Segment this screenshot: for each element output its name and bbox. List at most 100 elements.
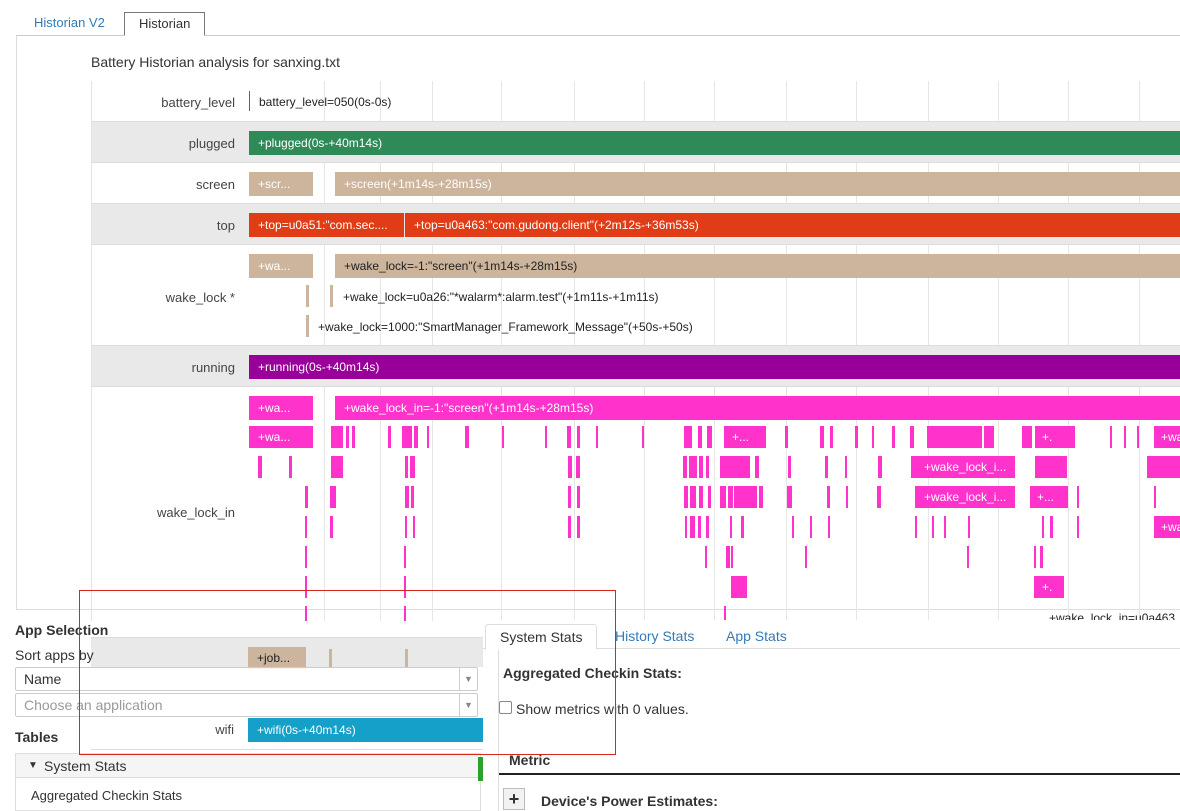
wake-lock-in-event[interactable]: [872, 426, 874, 448]
wake-lock-in-event[interactable]: [1077, 516, 1079, 538]
wake-lock-in-event[interactable]: [405, 486, 409, 508]
wake-lock-in-seg-f[interactable]: +...: [1030, 486, 1068, 508]
wake-lock-line2[interactable]: +wake_lock=u0a26:"*walarm*:alarm.test"(+…: [343, 290, 659, 304]
wake-lock-in-event[interactable]: [1042, 516, 1044, 538]
wake-lock-in-event[interactable]: [568, 456, 572, 478]
wake-lock-in-event[interactable]: [1035, 456, 1067, 478]
wake-lock-in-event[interactable]: [576, 456, 580, 478]
wake-lock-in-event[interactable]: [805, 546, 807, 568]
wake-lock-in-event[interactable]: [1124, 426, 1126, 448]
wake-lock-in-event[interactable]: [305, 606, 307, 621]
wake-lock-in-bar-short2[interactable]: +wa...: [249, 426, 313, 448]
wake-lock-in-bar[interactable]: +wake_lock_in=-1:"screen"(+1m14s-+28m15s…: [335, 396, 1180, 420]
wake-lock-in-event[interactable]: [545, 426, 547, 448]
wake-lock-in-event[interactable]: [720, 486, 726, 508]
wake-lock-in-event[interactable]: [755, 456, 759, 478]
wake-lock-in-event[interactable]: [568, 486, 571, 508]
wake-lock-in-event[interactable]: [788, 456, 791, 478]
wake-lock-in-event[interactable]: [855, 426, 858, 448]
wake-lock-in-bar-short[interactable]: +wa...: [249, 396, 313, 420]
choose-application-select[interactable]: Choose an application ▼: [15, 693, 478, 717]
wake-lock-in-event[interactable]: [690, 516, 695, 538]
wake-lock-in-event[interactable]: [258, 456, 262, 478]
wake-lock-in-event[interactable]: [305, 576, 307, 598]
tab-app-stats[interactable]: App Stats: [726, 628, 787, 644]
wake-lock-in-event[interactable]: [689, 456, 697, 478]
wake-lock-in-event[interactable]: [932, 516, 934, 538]
wake-lock-in-event[interactable]: [305, 546, 307, 568]
top-bar-short[interactable]: +top=u0a51:"com.sec....: [249, 213, 404, 237]
wake-lock-in-event[interactable]: [331, 426, 343, 448]
wake-lock-in-event[interactable]: [785, 426, 788, 448]
wake-lock-in-event[interactable]: [568, 516, 571, 538]
wake-lock-in-event[interactable]: [388, 426, 391, 448]
wake-lock-in-event[interactable]: [759, 486, 763, 508]
wake-lock-in-event[interactable]: [927, 426, 982, 448]
wake-lock-in-event[interactable]: [1022, 426, 1032, 448]
wake-lock-in-event[interactable]: [1137, 426, 1139, 448]
running-bar[interactable]: +running(0s-+40m14s): [249, 355, 1180, 379]
wake-lock-in-event[interactable]: [465, 426, 469, 448]
wake-lock-in-event[interactable]: [877, 486, 881, 508]
show-zero-metrics-checkbox[interactable]: [499, 701, 512, 714]
wake-lock-in-event[interactable]: [413, 516, 415, 538]
wake-lock-in-event[interactable]: [1050, 516, 1053, 538]
wake-lock-in-seg-i[interactable]: +wake_lock_in=u0a463: [1049, 611, 1176, 621]
screen-bar[interactable]: +screen(+1m14s-+28m15s): [335, 172, 1180, 196]
wake-lock-in-event[interactable]: [967, 546, 969, 568]
wake-lock-in-event[interactable]: [810, 516, 812, 538]
wake-lock-in-event[interactable]: [731, 546, 733, 568]
wake-lock-in-event[interactable]: [567, 426, 571, 448]
wake-lock-in-event[interactable]: [1040, 546, 1043, 568]
wake-lock-in-event[interactable]: [596, 426, 598, 448]
wake-lock-in-event[interactable]: [699, 486, 703, 508]
wake-lock-in-event[interactable]: [577, 516, 580, 538]
wake-lock-in-event[interactable]: [726, 546, 730, 568]
wake-lock-bar[interactable]: +wake_lock=-1:"screen"(+1m14s-+28m15s): [335, 254, 1180, 278]
wake-lock-in-event[interactable]: [404, 606, 406, 621]
sort-apps-select[interactable]: Name ▼: [15, 667, 478, 691]
wake-lock-in-event[interactable]: [915, 516, 917, 538]
wake-lock-in-event[interactable]: [642, 426, 644, 448]
wake-lock-in-event[interactable]: [289, 456, 292, 478]
wake-lock-in-event[interactable]: [720, 456, 750, 478]
wake-lock-in-event[interactable]: [1034, 546, 1036, 568]
wake-lock-in-event[interactable]: [1077, 486, 1079, 508]
wake-lock-in-seg-c[interactable]: +wa: [1154, 426, 1180, 448]
wake-lock-in-event[interactable]: [502, 426, 504, 448]
tables-section-system-stats[interactable]: ▼ System Stats: [16, 754, 480, 778]
wake-lock-in-event[interactable]: [1147, 456, 1180, 478]
wake-lock-in-event[interactable]: [683, 456, 687, 478]
wake-lock-in-event[interactable]: [305, 486, 308, 508]
wake-lock-in-event[interactable]: [944, 516, 946, 538]
job-bar-short[interactable]: +job...: [248, 647, 306, 669]
wake-lock-in-event[interactable]: [892, 426, 895, 448]
wake-lock-in-event[interactable]: [330, 486, 336, 508]
wake-lock-in-event[interactable]: [825, 456, 828, 478]
wake-lock-in-event[interactable]: [984, 426, 994, 448]
wake-lock-in-event[interactable]: [734, 486, 757, 508]
plugged-bar[interactable]: +plugged(0s-+40m14s): [249, 131, 1180, 155]
wake-lock-in-seg-g[interactable]: +wa: [1154, 516, 1180, 538]
wake-lock-in-seg-d[interactable]: +wake_lock_i...: [915, 456, 1015, 478]
wake-lock-in-seg-b[interactable]: +.: [1035, 426, 1075, 448]
wake-lock-in-event[interactable]: [405, 516, 407, 538]
wake-lock-in-event[interactable]: [707, 426, 712, 448]
wake-lock-in-event[interactable]: [404, 576, 406, 598]
tab-history-stats[interactable]: History Stats: [615, 628, 695, 644]
tab-historian[interactable]: Historian: [124, 12, 206, 36]
wake-lock-in-event[interactable]: [708, 486, 711, 508]
wake-lock-in-event[interactable]: [911, 456, 915, 478]
wake-lock-in-event[interactable]: [684, 426, 692, 448]
wake-lock-in-event[interactable]: [846, 486, 848, 508]
wake-lock-in-seg-e[interactable]: +wake_lock_i...: [915, 486, 1015, 508]
wake-lock-in-event[interactable]: [577, 486, 580, 508]
wake-lock-in-event[interactable]: [690, 486, 696, 508]
wake-lock-in-event[interactable]: [878, 456, 882, 478]
wake-lock-in-event[interactable]: [830, 426, 833, 448]
wake-lock-in-event[interactable]: [730, 516, 732, 538]
wake-lock-in-event[interactable]: [414, 426, 418, 448]
wifi-bar[interactable]: +wifi(0s-+40m14s): [248, 718, 483, 742]
wake-lock-in-event[interactable]: [706, 456, 709, 478]
tables-item-aggregated-checkin[interactable]: Aggregated Checkin Stats: [31, 788, 183, 803]
